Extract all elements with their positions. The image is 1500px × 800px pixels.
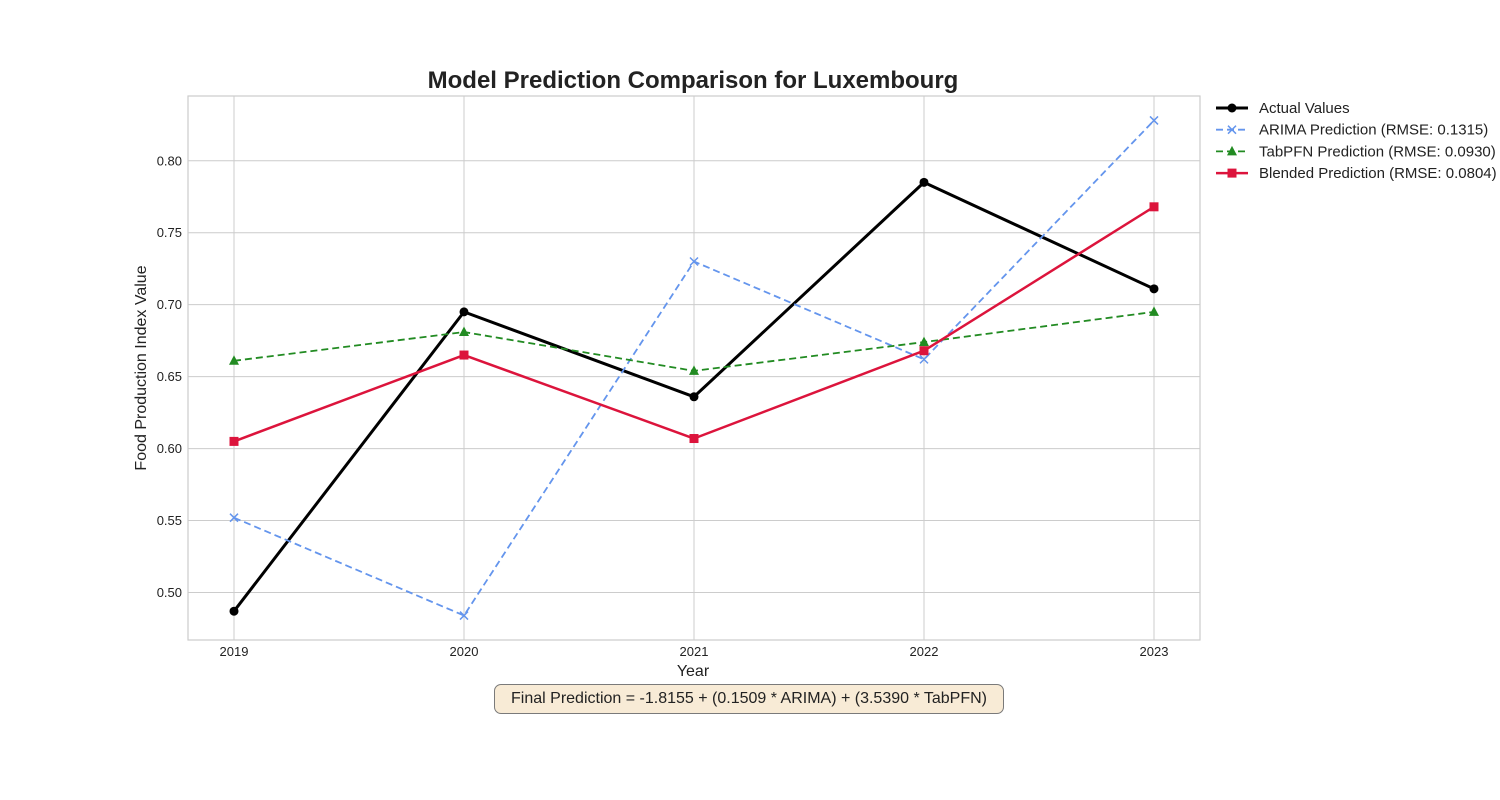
x-axis-ticks: 2019 2020 2021 2022 2023 (220, 644, 1169, 659)
data-point (459, 307, 469, 317)
legend-marker (1227, 145, 1237, 156)
data-point (919, 354, 929, 364)
plot-area-frame (187, 95, 1201, 641)
x-tick-label: 2022 (910, 644, 939, 659)
x-tick-label: 2023 (1140, 644, 1169, 659)
data-point (689, 434, 699, 444)
legend-label: Actual Values (1259, 100, 1350, 117)
x-tick-label: 2021 (680, 644, 709, 659)
x-tick-label: 2020 (450, 644, 479, 659)
data-point (919, 177, 929, 187)
legend-item: ARIMA Prediction (RMSE: 0.1315) (1216, 122, 1488, 139)
legend-label: ARIMA Prediction (RMSE: 0.1315) (1259, 122, 1488, 139)
y-tick-label: 0.55 (157, 513, 182, 528)
formula-annotation: Final Prediction = -1.8155 + (0.1509 * A… (494, 684, 1004, 714)
data-point (1149, 284, 1159, 294)
data-point (459, 611, 469, 621)
data-point (459, 326, 469, 337)
series-4 (229, 202, 1159, 446)
legend: Actual Values ARIMA Prediction (RMSE: 0.1… (1216, 100, 1497, 182)
legend-item: Actual Values (1216, 100, 1350, 117)
data-point (229, 355, 239, 365)
data-point (919, 336, 929, 347)
chart-title: Model Prediction Comparison for Luxembou… (428, 67, 959, 94)
data-point (229, 513, 239, 523)
series-1 (229, 177, 1159, 616)
legend-marker (1227, 103, 1237, 113)
data-point (689, 256, 699, 267)
legend-label: Blended Prediction (RMSE: 0.0804) (1259, 165, 1497, 182)
x-axis-title: Year (677, 663, 710, 680)
y-axis-title: Food Production Index Value (133, 265, 150, 470)
data-point (1149, 115, 1159, 125)
data-point (459, 350, 469, 360)
y-axis-ticks: 0.50 0.55 0.60 0.65 0.70 0.75 0.80 (157, 153, 182, 600)
data-point (1149, 202, 1159, 212)
gridlines (188, 96, 1200, 640)
data-point (229, 436, 239, 446)
data-point (689, 365, 699, 375)
y-tick-label: 0.80 (157, 153, 182, 168)
data-point (689, 392, 699, 402)
legend-item: TabPFN Prediction (RMSE: 0.0930) (1216, 143, 1496, 160)
series-2 (229, 115, 1159, 621)
legend-label: TabPFN Prediction (RMSE: 0.0930) (1259, 143, 1496, 160)
series-3 (229, 306, 1159, 375)
y-tick-label: 0.70 (157, 297, 182, 312)
legend-item: Blended Prediction (RMSE: 0.0804) (1216, 165, 1497, 182)
data-point (919, 346, 929, 356)
legend-marker (1227, 125, 1237, 135)
x-tick-label: 2019 (220, 644, 249, 659)
y-tick-label: 0.65 (157, 369, 182, 384)
data-point (229, 606, 239, 616)
y-tick-label: 0.50 (157, 585, 182, 600)
y-tick-label: 0.75 (157, 225, 182, 240)
series-layer (229, 115, 1159, 621)
legend-marker (1227, 168, 1237, 178)
y-tick-label: 0.60 (157, 441, 182, 456)
data-point (1149, 306, 1159, 316)
